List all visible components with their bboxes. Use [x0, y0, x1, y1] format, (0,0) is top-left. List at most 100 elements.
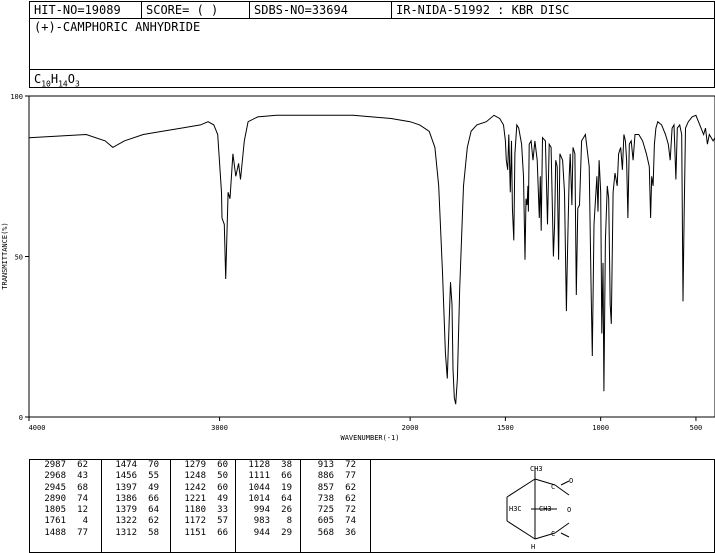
peak-transmittance: 72: [345, 460, 356, 470]
peak-wavenumber: 725: [317, 505, 334, 516]
peak-wavenumber: 857: [317, 482, 334, 493]
peak-transmittance: 60: [217, 482, 228, 493]
peak-transmittance: 66: [281, 471, 292, 482]
peak-transmittance: 19: [281, 482, 292, 493]
peak-row: 1805 12: [38, 505, 88, 516]
peak-wavenumber: 2968: [44, 471, 66, 482]
peak-wavenumber: 738: [317, 493, 334, 504]
score: SCORE= ( ): [142, 2, 250, 19]
peak-transmittance: 55: [148, 471, 159, 482]
peak-transmittance: 38: [281, 460, 292, 470]
peak-row: 568 36: [306, 528, 356, 539]
hit-number: HIT-NO=19089: [30, 2, 142, 19]
peak-column: 1128 38 1111 66 1044 19 1014 64 994 26 983 8 944 29: [242, 460, 292, 539]
peak-transmittance: 68: [77, 482, 88, 493]
peak-row: 1128 38: [242, 460, 292, 471]
peak-transmittance: 49: [217, 493, 228, 504]
peak-column: 2987 62 2968 43 2945 68 2890 74 1805 12 1761 4 1488 7…: [38, 460, 88, 539]
structure-o-carbonyl: O: [569, 477, 573, 485]
peak-wavenumber: 994: [253, 505, 270, 516]
peak-wavenumber: 983: [253, 516, 270, 527]
peak-row: 1242 60: [178, 483, 228, 494]
peak-transmittance: 26: [281, 505, 292, 516]
peak-wavenumber: 1128: [248, 460, 270, 470]
structure-h: H: [531, 543, 535, 551]
ir-code: IR-NIDA-51992 : KBR DISC: [396, 3, 570, 17]
peak-wavenumber: 1761: [44, 516, 66, 527]
peak-wavenumber: 2945: [44, 482, 66, 493]
peak-wavenumber: 1312: [115, 527, 137, 538]
peak-transmittance: 29: [281, 527, 292, 538]
peak-row: 944 29: [242, 528, 292, 539]
peak-row: 1379 64: [109, 505, 159, 516]
peak-wavenumber: 1397: [115, 482, 137, 493]
peak-transmittance: 70: [148, 460, 159, 470]
x-tick-label: 2000: [402, 424, 419, 432]
peak-row: 1172 57: [178, 516, 228, 527]
peak-transmittance: 62: [345, 482, 356, 493]
peak-row: 2987 62: [38, 460, 88, 471]
x-axis-label: WAVENUMBER(-1): [340, 434, 399, 442]
peak-column: 1474 70 1456 55 1397 49 1386 66 1379 64 1322 62 1312…: [109, 460, 159, 539]
peak-row: 1014 64: [242, 494, 292, 505]
peak-wavenumber: 2890: [44, 493, 66, 504]
peak-transmittance: 64: [281, 493, 292, 504]
formula-c: C: [34, 72, 42, 86]
x-tick-label: 1000: [592, 424, 609, 432]
peak-transmittance: 8: [286, 516, 292, 527]
formula-h: H: [50, 72, 59, 86]
peak-row: 1221 49: [178, 494, 228, 505]
structure-c2: C: [551, 530, 555, 538]
peak-wavenumber: 886: [317, 471, 334, 482]
molecular-formula: C10H14O3: [34, 72, 80, 88]
structure-h3c: H3C: [509, 505, 522, 513]
peak-wavenumber: 1044: [248, 482, 270, 493]
peak-row: 2945 68: [38, 483, 88, 494]
y-tick-label: 50: [15, 254, 23, 262]
structure-c1: C: [551, 483, 555, 491]
peak-wavenumber: 1172: [184, 516, 206, 527]
formula-o-count: 3: [74, 79, 80, 89]
x-tick-label: 500: [690, 424, 703, 432]
compound-name: (+)-CAMPHORIC ANHYDRIDE: [34, 20, 201, 34]
peak-column: 1279 60 1248 50 1242 60 1221 49 1180 33 1172 57 1151…: [178, 460, 228, 539]
peak-wavenumber: 1180: [184, 505, 206, 516]
peak-row: 886 77: [306, 471, 356, 482]
formula-c-count: 10: [41, 79, 51, 89]
peak-wavenumber: 1805: [44, 505, 66, 516]
peak-row: 983 8: [242, 516, 292, 527]
peak-row: 857 62: [306, 483, 356, 494]
structure-diagram: CH3 H3C CH3 H C C O O: [506, 465, 573, 551]
peak-row: 913 72: [306, 460, 356, 471]
peak-transmittance: 74: [77, 493, 88, 504]
structure-ch3-top: CH3: [530, 465, 543, 473]
peak-row: 1456 55: [109, 471, 159, 482]
peak-row: 1474 70: [109, 460, 159, 471]
peak-transmittance: 57: [217, 516, 228, 527]
peak-transmittance: 74: [345, 516, 356, 527]
peak-row: 1488 77: [38, 528, 88, 539]
peak-transmittance: 49: [148, 482, 159, 493]
peak-wavenumber: 913: [317, 460, 334, 470]
peak-transmittance: 50: [217, 471, 228, 482]
peak-wavenumber: 605: [317, 516, 334, 527]
peak-row: 994 26: [242, 505, 292, 516]
peak-wavenumber: 568: [317, 527, 334, 538]
y-axis-label: TRANSMITTANCE(%): [1, 222, 9, 289]
axis-ticks: 4000 3000 2000 1500 1000 500 0 50 100: [10, 93, 702, 432]
peak-row: 1111 66: [242, 471, 292, 482]
peak-transmittance: 43: [77, 471, 88, 482]
peak-row: 1322 62: [109, 516, 159, 527]
peak-wavenumber: 1322: [115, 516, 137, 527]
peak-column-divider: [101, 459, 102, 553]
formula-h-count: 14: [58, 79, 68, 89]
ir-spectrum-chart: 4000 3000 2000 1500 1000 500 0 50 100 WAVENUMBER…: [1, 93, 715, 442]
y-tick-label: 100: [10, 93, 23, 101]
peak-column-divider: [300, 459, 301, 553]
structure-o-ring: O: [567, 506, 571, 514]
peak-row: 1397 49: [109, 483, 159, 494]
peak-row: 2890 74: [38, 494, 88, 505]
peak-column-divider: [170, 459, 171, 553]
peak-column: 913 72 886 77 857 62 738 62 725 72 605 74 568 36: [306, 460, 356, 539]
peak-wavenumber: 1248: [184, 471, 206, 482]
